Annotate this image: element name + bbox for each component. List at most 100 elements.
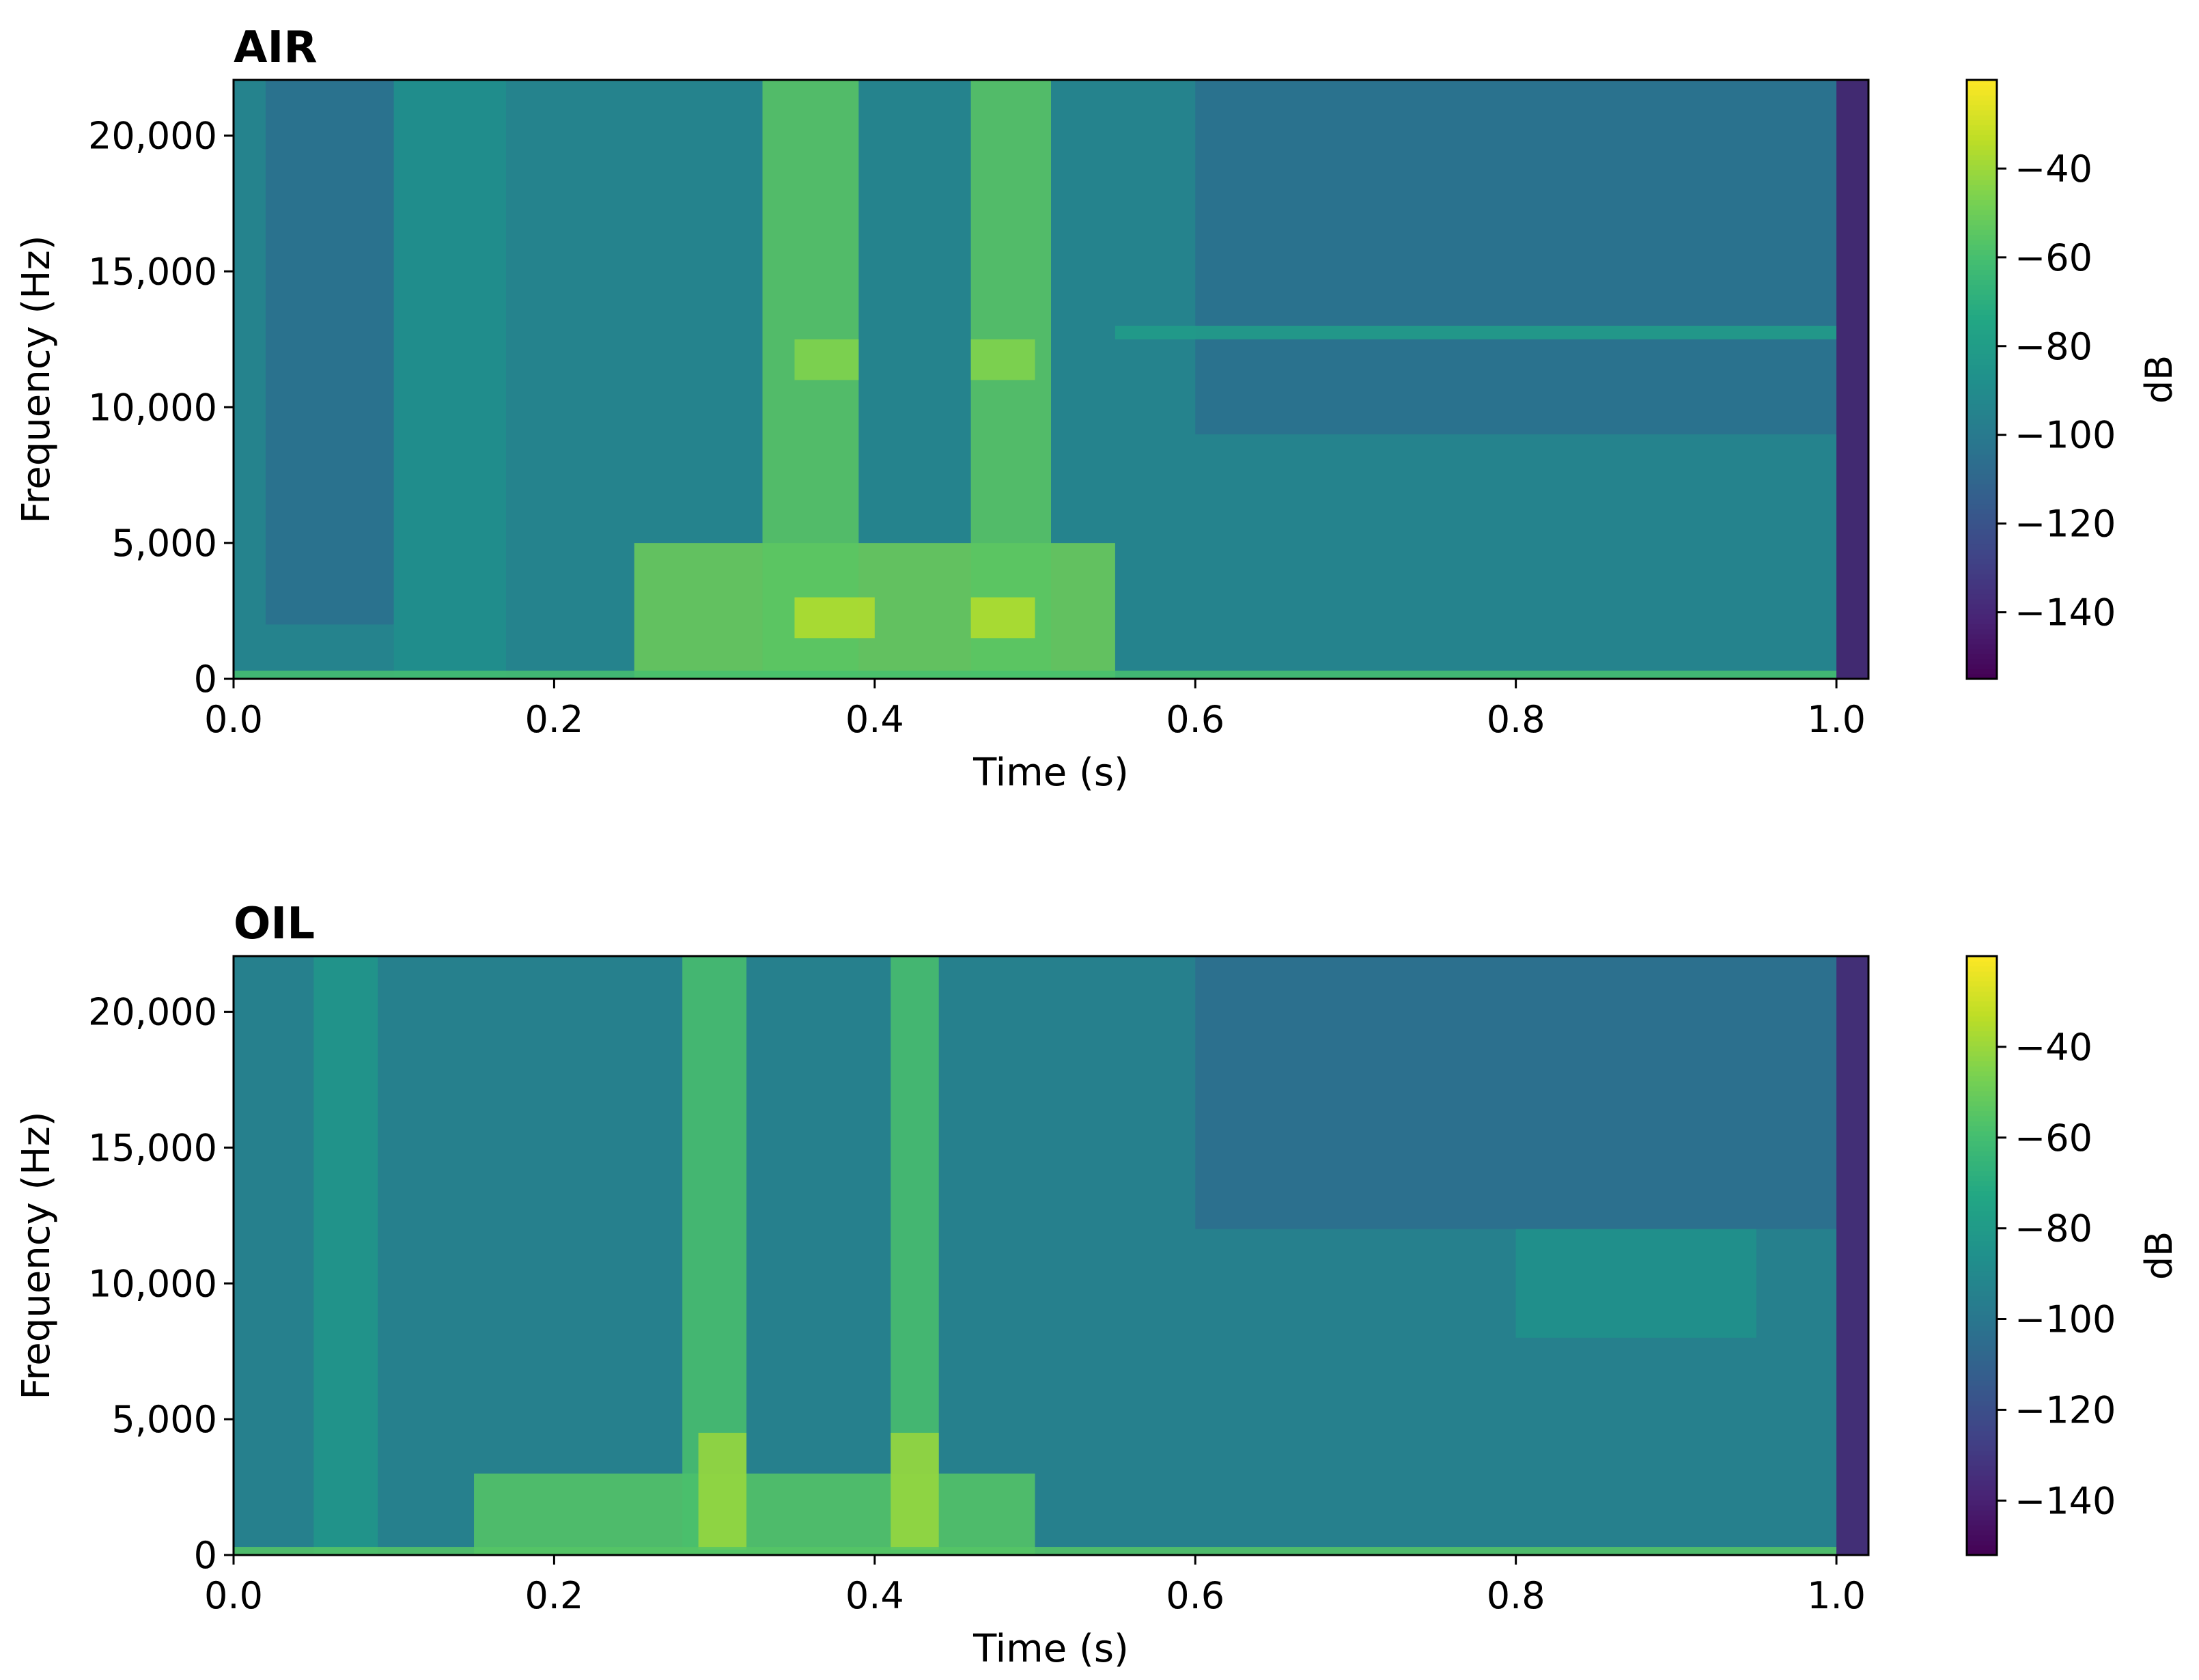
colorbar-gradient-step	[1967, 624, 1997, 630]
x-tick-label: 1.0	[1807, 1574, 1866, 1617]
colorbar-gradient-step	[1967, 189, 1997, 195]
colorbar-gradient-step	[1967, 981, 1997, 987]
colorbar-gradient-step	[1967, 1110, 1997, 1117]
heatmap-region	[1195, 956, 1837, 1229]
x-tick-label: 0.2	[524, 698, 583, 741]
colorbar-gradient-step	[1967, 85, 1997, 91]
colorbar-gradient-step	[1967, 184, 1997, 191]
colorbar-label: dB	[2138, 1231, 2181, 1280]
colorbar-gradient-step	[1967, 324, 1997, 331]
colorbar-gradient-step	[1967, 1230, 1997, 1236]
y-tick-label: 10,000	[88, 386, 217, 429]
colorbar-gradient-step	[1967, 1545, 1997, 1551]
colorbar-gradient-step	[1967, 1295, 1997, 1301]
colorbar-gradient-step	[1967, 563, 1997, 570]
x-tick-label: 0.2	[524, 1574, 583, 1617]
colorbar-gradient-step	[1967, 1320, 1997, 1326]
y-tick-label: 15,000	[88, 250, 217, 293]
colorbar-tick-label: −60	[2015, 236, 2092, 279]
colorbar-gradient-step	[1967, 519, 1997, 525]
x-tick-label: 0.6	[1166, 1574, 1224, 1617]
heatmap-region	[970, 597, 1035, 639]
plot-frame	[232, 79, 1870, 680]
colorbar-gradient-step	[1967, 354, 1997, 360]
colorbar-gradient-step	[1967, 269, 1997, 275]
colorbar-gradient-step	[1967, 1300, 1997, 1306]
colorbar-gradient-step	[1967, 484, 1997, 490]
colorbar-gradient-step	[1967, 169, 1997, 176]
colorbar-gradient-step	[1967, 364, 1997, 370]
colorbar-gradient-step	[1967, 1050, 1997, 1056]
colorbar-gradient-step	[1967, 639, 1997, 645]
colorbar-gradient-step	[1967, 244, 1997, 251]
colorbar-gradient-step	[1967, 1220, 1997, 1227]
colorbar-gradient-step	[1967, 394, 1997, 400]
colorbar-gradient-step	[1967, 649, 1997, 655]
colorbar-tick-label: −60	[2015, 1117, 2092, 1160]
colorbar-gradient-step	[1967, 180, 1997, 186]
heatmap-region	[1515, 1229, 1756, 1338]
colorbar-gradient-step	[1967, 1365, 1997, 1371]
colorbar-gradient-step	[1967, 1480, 1997, 1486]
colorbar-gradient-step	[1967, 1360, 1997, 1366]
colorbar-gradient-step	[1967, 1086, 1997, 1091]
colorbar-tick-label: −40	[2015, 148, 2092, 191]
colorbar-gradient-step	[1967, 1525, 1997, 1531]
colorbar-gradient-step	[1967, 534, 1997, 540]
colorbar-gradient-step	[1967, 1290, 1997, 1296]
colorbar-gradient-step	[1967, 1355, 1997, 1361]
colorbar-gradient-step	[1967, 1310, 1997, 1316]
colorbar-gradient-step	[1967, 599, 1997, 604]
colorbar-gradient-step	[1967, 1285, 1997, 1291]
colorbar-gradient-step	[1967, 139, 1997, 145]
colorbar-gradient-step	[1967, 1225, 1997, 1231]
colorbar-gradient-step	[1967, 1530, 1997, 1536]
colorbar-gradient-step	[1967, 1395, 1997, 1401]
colorbar-gradient-step	[1967, 966, 1997, 972]
colorbar-gradient-step	[1967, 1385, 1997, 1391]
colorbar-gradient-step	[1967, 1250, 1997, 1257]
x-axis-label: Time (s)	[972, 751, 1129, 795]
colorbar-gradient-step	[1967, 1031, 1997, 1037]
colorbar-gradient-step	[1967, 1465, 1997, 1471]
colorbar-tick-label: −140	[2015, 1479, 2116, 1522]
colorbar-gradient-step	[1967, 199, 1997, 206]
colorbar-gradient-step	[1967, 499, 1997, 505]
colorbar-gradient-step	[1967, 1550, 1997, 1556]
colorbar-gradient-step	[1967, 1115, 1997, 1121]
colorbar-gradient-step	[1967, 464, 1997, 470]
colorbar-gradient-step	[1967, 159, 1997, 165]
colorbar-gradient-step	[1967, 344, 1997, 350]
colorbar-tick-label: −100	[2015, 1298, 2116, 1341]
colorbar-gradient-step	[1967, 229, 1997, 236]
colorbar-gradient-step	[1967, 389, 1997, 395]
colorbar-gradient-step	[1967, 1061, 1997, 1067]
heatmap-region	[234, 1547, 1837, 1555]
colorbar-gradient-step	[1967, 1340, 1997, 1346]
colorbar-gradient-step	[1967, 434, 1997, 440]
colorbar-gradient-step	[1967, 115, 1997, 121]
colorbar-gradient-step	[1967, 124, 1997, 130]
colorbar-gradient-step	[1967, 619, 1997, 625]
colorbar-gradient-step	[1967, 1420, 1997, 1426]
colorbar-gradient-step	[1967, 1136, 1997, 1142]
colorbar-gradient-step	[1967, 339, 1997, 345]
colorbar-gradient-step	[1967, 130, 1997, 135]
colorbar-gradient-step	[1967, 334, 1997, 340]
colorbar-gradient-step	[1967, 1489, 1997, 1496]
colorbar-gradient-step	[1967, 1186, 1997, 1192]
colorbar-gradient-step	[1967, 275, 1997, 280]
colorbar-gradient-step	[1967, 109, 1997, 115]
colorbar-gradient-step	[1967, 669, 1997, 675]
colorbar-gradient-step	[1967, 569, 1997, 575]
colorbar-gradient-step	[1967, 299, 1997, 305]
colorbar-gradient-step	[1967, 1265, 1997, 1272]
colorbar-gradient-step	[1967, 1415, 1997, 1421]
colorbar-gradient-step	[1967, 1515, 1997, 1521]
colorbar-gradient-step	[1967, 234, 1997, 240]
colorbar-gradient-step	[1967, 1100, 1997, 1106]
colorbar-gradient-step	[1967, 1016, 1997, 1022]
colorbar-gradient-step	[1967, 1375, 1997, 1381]
colorbar-tick-label: −140	[2015, 591, 2116, 634]
